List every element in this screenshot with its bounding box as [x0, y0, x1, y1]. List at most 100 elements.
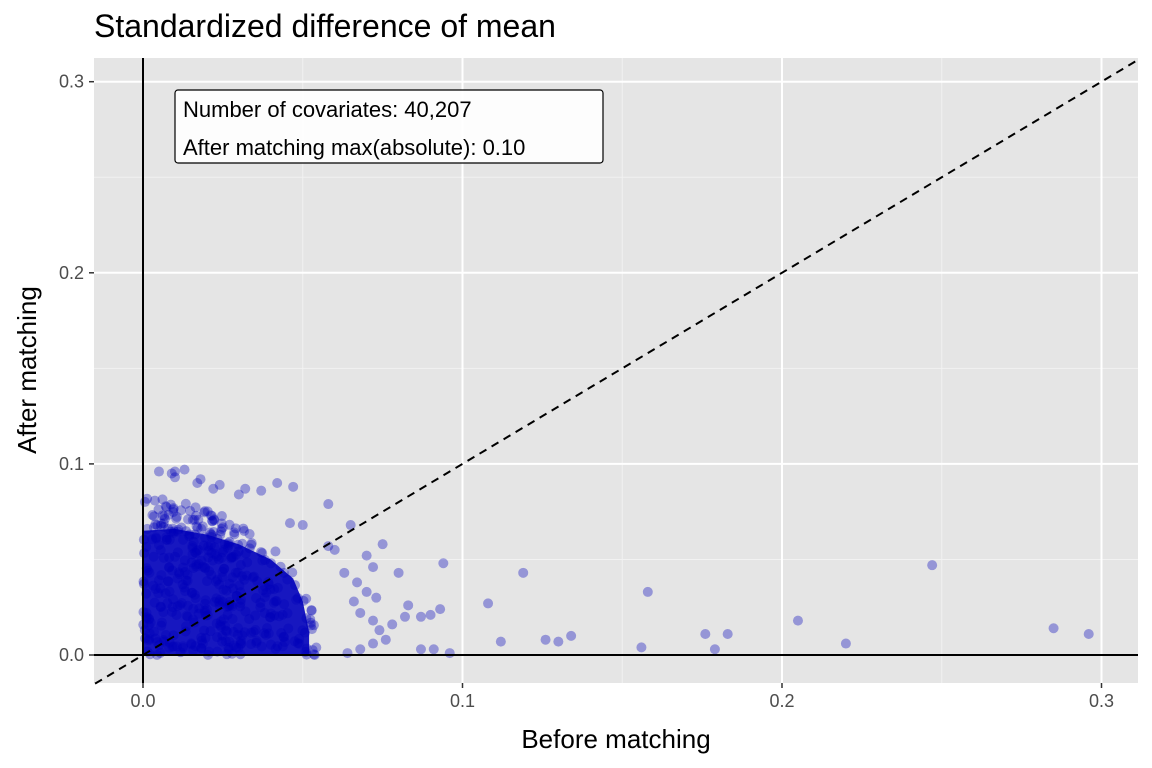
annotation-covariate-count: Number of covariates: 40,207 [183, 97, 472, 122]
data-point [345, 520, 356, 531]
data-point [323, 499, 334, 510]
dense-edge-point [209, 596, 220, 607]
dense-edge-point [163, 576, 174, 587]
x-tick-label: 0.2 [769, 691, 794, 711]
dense-edge-point [211, 593, 222, 604]
data-point [435, 604, 446, 615]
dense-edge-point [207, 515, 218, 526]
annotation-max-absolute: After matching max(absolute): 0.10 [183, 135, 525, 160]
dense-edge-point [223, 644, 234, 655]
dense-edge-point [263, 628, 274, 639]
dense-edge-point [144, 567, 155, 578]
dense-edge-point [220, 636, 231, 647]
dense-edge-point [206, 510, 217, 521]
dense-edge-point [272, 582, 283, 593]
dense-edge-point [171, 641, 182, 652]
dense-edge-point [168, 504, 179, 515]
dense-edge-point [265, 584, 276, 595]
dense-edge-point [164, 586, 175, 597]
dense-edge-point [256, 641, 267, 652]
dense-edge-point [224, 636, 235, 647]
dense-edge-point [235, 559, 246, 570]
data-point [425, 609, 436, 620]
data-point [368, 562, 379, 573]
dense-edge-point [223, 540, 234, 551]
dense-edge-point [230, 523, 241, 534]
dense-edge-point [189, 529, 200, 540]
dense-edge-point [168, 641, 179, 652]
data-point [368, 615, 379, 626]
dense-edge-point [241, 570, 252, 581]
dense-edge-point [301, 593, 312, 604]
x-tick-label: 0.0 [130, 691, 155, 711]
dense-edge-point [244, 529, 255, 540]
dense-edge-point [150, 633, 161, 644]
dense-edge-point [156, 518, 167, 529]
data-point [415, 611, 426, 622]
dense-edge-point [265, 608, 276, 619]
dense-edge-point [234, 580, 245, 591]
dense-edge-point [283, 623, 294, 634]
dense-edge-point [224, 596, 235, 607]
dense-edge-point [206, 531, 217, 542]
scatter-points [153, 464, 1094, 659]
data-point [927, 560, 938, 571]
dense-edge-point [207, 555, 218, 566]
axis-ticks: 0.0 0.1 0.2 0.3 0.0 0.1 0.2 0.3 [59, 72, 1114, 711]
dense-edge-point [270, 596, 281, 607]
dense-edge-point [277, 609, 288, 620]
dense-edge-point [168, 503, 179, 514]
x-tick-label: 0.1 [450, 691, 475, 711]
dense-edge-point [260, 581, 271, 592]
dense-edge-point [182, 600, 193, 611]
data-point [428, 644, 439, 655]
dense-edge-point [232, 567, 243, 578]
data-point [166, 468, 177, 479]
dense-edge-point [246, 639, 257, 650]
dense-edge-point [172, 547, 183, 558]
dense-edge-point [292, 638, 303, 649]
dense-edge-point [158, 607, 169, 618]
dense-edge-point [159, 511, 170, 522]
dense-edge-point [164, 552, 175, 563]
dense-edge-point [231, 642, 242, 653]
dense-edge-point [242, 557, 253, 568]
dense-edge-point [187, 540, 198, 551]
dense-edge-point [155, 583, 166, 594]
dense-edge-point [205, 510, 216, 521]
data-point [709, 644, 720, 655]
dense-edge-point [248, 571, 259, 582]
dense-edge-point [155, 545, 166, 556]
dense-edge-point [152, 520, 163, 531]
dense-edge-point [180, 586, 191, 597]
dense-edge-point [196, 643, 207, 654]
dense-edge-point [218, 584, 229, 595]
dense-edge-point [199, 625, 210, 636]
dense-edge-point [189, 547, 200, 558]
dense-edge-point [217, 566, 228, 577]
dense-edge-point [153, 539, 164, 550]
dense-edge-point [265, 612, 276, 623]
dense-edge-point [223, 601, 234, 612]
data-point [355, 607, 366, 618]
x-axis-title: Before matching [521, 724, 710, 754]
dense-edge-point [305, 620, 316, 631]
data-point [192, 478, 203, 489]
dense-edge-point [175, 505, 186, 516]
dense-edge-point [227, 583, 238, 594]
data-point [371, 592, 382, 603]
dense-edge-point [170, 551, 181, 562]
dense-edge-point [193, 608, 204, 619]
dense-edge-point [232, 629, 243, 640]
dense-edge-point [301, 643, 312, 654]
dense-edge-point [228, 640, 239, 651]
dense-edge-point [220, 620, 231, 631]
dense-edge-point [143, 620, 154, 631]
dense-edge-point [259, 592, 270, 603]
data-point [297, 520, 308, 531]
dense-edge-point [167, 606, 178, 617]
data-point [1048, 623, 1059, 634]
dense-edge-point [172, 526, 183, 537]
dense-edge-point [282, 574, 293, 585]
dense-edge-point [157, 510, 168, 521]
